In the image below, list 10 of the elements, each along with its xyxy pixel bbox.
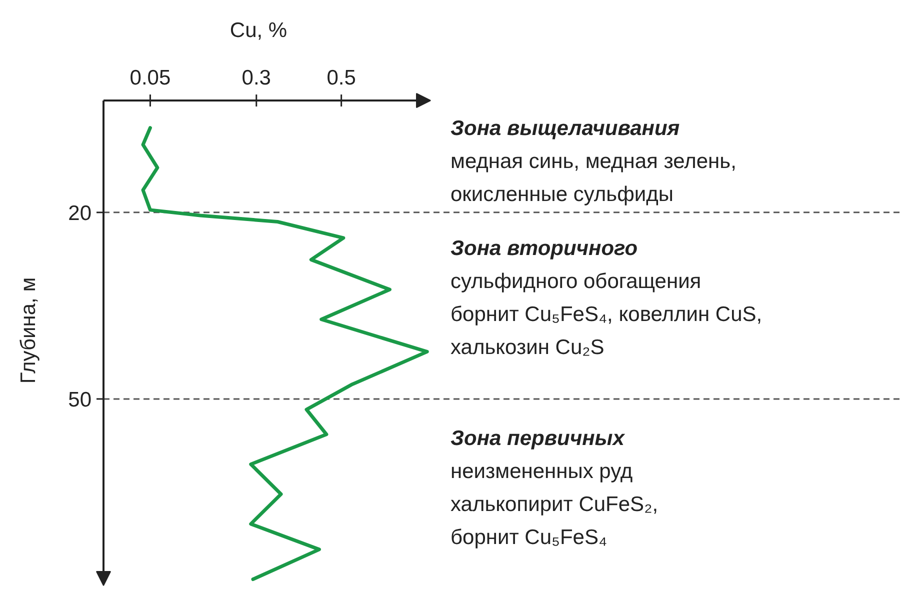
text: Зона вторичного сульфидного обогащения борнит Cu₅FeS₄, ковеллин CuS, халькозин Cu₂S [450, 237, 762, 359]
y-axis-title: Глубина, м [17, 277, 40, 384]
text: Зона первичных неизмененных руд халькопирит CuFeS₂, борнит Cu₅FeS₄ [450, 427, 658, 549]
y-tick-label: 20 [68, 202, 92, 225]
y-tick-label: 50 [68, 388, 92, 412]
x-tick-label: 0.3 [242, 66, 271, 90]
x-tick-label: 0.5 [326, 66, 356, 90]
x-tick-label: 0.05 [130, 66, 171, 90]
text: Зона выщелачивания медная синь, медная зелень, окисленные сульфиды [450, 117, 736, 206]
x-axis-title: Cu, % [230, 19, 288, 42]
